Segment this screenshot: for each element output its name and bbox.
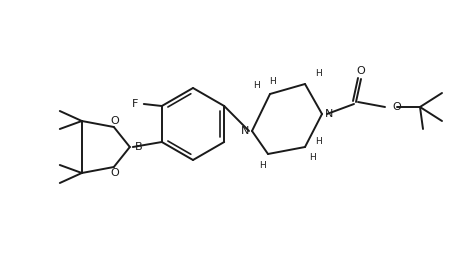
Text: O: O — [111, 116, 119, 126]
Text: B: B — [135, 142, 142, 152]
Text: N: N — [241, 126, 249, 136]
Text: O: O — [392, 102, 401, 112]
Text: O: O — [357, 66, 365, 76]
Text: H: H — [309, 153, 316, 161]
Text: O: O — [111, 168, 119, 178]
Text: H: H — [260, 161, 266, 171]
Text: H: H — [268, 77, 275, 87]
Text: H: H — [316, 69, 323, 79]
Text: F: F — [131, 99, 138, 109]
Text: H: H — [253, 80, 259, 90]
Text: N: N — [325, 109, 333, 119]
Text: H: H — [316, 136, 323, 146]
